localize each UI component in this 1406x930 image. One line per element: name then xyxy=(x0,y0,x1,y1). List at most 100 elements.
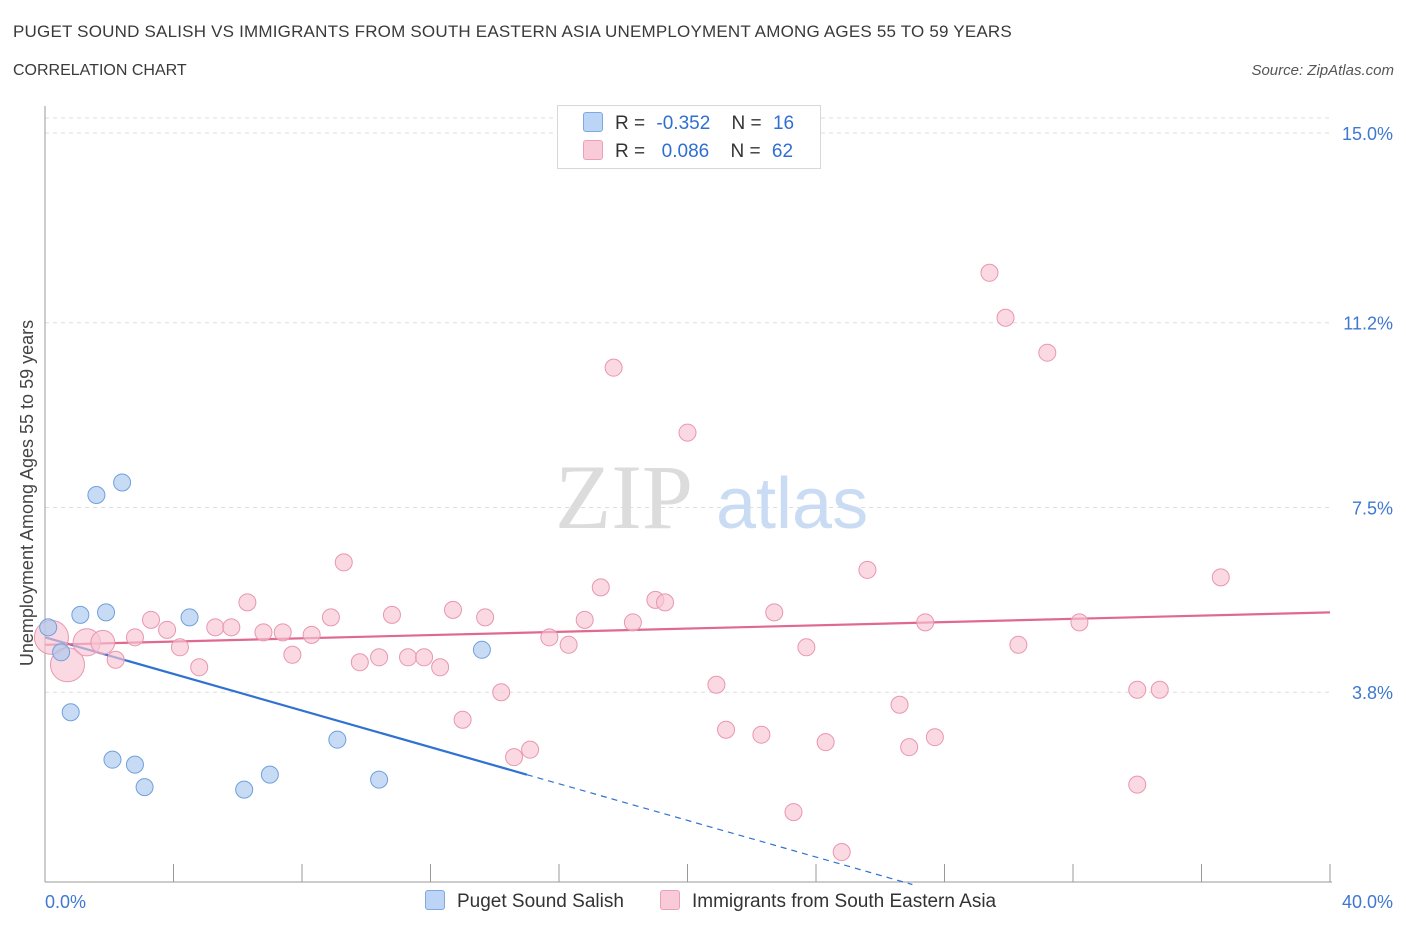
salish-point xyxy=(87,486,106,505)
immigrant-point xyxy=(321,608,340,627)
watermark: ZIP atlas xyxy=(555,446,868,548)
salish-point xyxy=(97,603,116,622)
immigrant-point xyxy=(916,613,935,632)
immigrant-point xyxy=(302,625,321,644)
immigrant-point xyxy=(238,593,257,612)
immigrant-point xyxy=(623,613,642,632)
salish-point xyxy=(328,730,347,749)
series-name: Immigrants from South Eastern Asia xyxy=(692,891,997,912)
salish-point xyxy=(260,765,279,784)
chart-title: PUGET SOUND SALISH VS IMMIGRANTS FROM SO… xyxy=(13,22,1012,41)
immigrant-point xyxy=(350,653,369,672)
immigrant-point xyxy=(382,605,401,624)
y-tick-label: 3.8% xyxy=(1352,683,1393,703)
immigrant-point xyxy=(784,803,803,822)
immigrant-point xyxy=(283,645,302,664)
trend-lines xyxy=(44,611,1331,886)
immigrant-point xyxy=(1038,343,1057,362)
immigrant-point xyxy=(190,658,209,677)
legend-n-value: 62 xyxy=(771,141,794,162)
immigrant-point xyxy=(476,608,495,627)
data-points xyxy=(33,263,1230,862)
immigrant-point xyxy=(521,740,540,759)
legend-r-value: -0.352 xyxy=(656,113,711,134)
immigrant-point xyxy=(591,578,610,597)
legend-swatch-blue xyxy=(583,112,603,132)
x-tick-label: 40.0% xyxy=(1342,892,1393,912)
legend-row-immigrants: R = 0.086 N = 62 xyxy=(583,140,793,163)
legend-n-value: 16 xyxy=(772,113,795,134)
immigrant-point xyxy=(765,603,784,622)
y-tick-labels: 3.8% 7.5% 11.2% 15.0% xyxy=(1342,124,1393,703)
gridlines xyxy=(45,117,1330,693)
immigrant-point xyxy=(505,748,524,767)
source-label: Source: ZipAtlas.com xyxy=(1251,62,1394,79)
immigrant-point xyxy=(431,658,450,677)
immigrant-point xyxy=(832,843,851,862)
immigrant-point xyxy=(540,628,559,647)
immigrant-point xyxy=(158,620,177,639)
legend-n-label: N = xyxy=(730,141,761,162)
salish-point xyxy=(71,605,90,624)
immigrant-point xyxy=(1150,680,1169,699)
immigrant-point xyxy=(717,720,736,739)
immigrant-point xyxy=(142,610,161,629)
immigrant-point xyxy=(453,710,472,729)
immigrant-point xyxy=(90,629,116,655)
immigrant-point xyxy=(415,648,434,667)
immigrant-point xyxy=(575,610,594,629)
legend-r-label: R = xyxy=(615,141,646,162)
immigrant-point xyxy=(980,263,999,282)
salish-point xyxy=(135,778,154,797)
legend-n-label: N = xyxy=(731,113,762,134)
immigrant-point xyxy=(1211,568,1230,587)
immigrant-point xyxy=(752,725,771,744)
immigrant-point xyxy=(334,553,353,572)
salish-point xyxy=(103,750,122,769)
immigrant-point xyxy=(273,623,292,642)
salish-point xyxy=(472,640,491,659)
immigrant-point xyxy=(254,623,273,642)
y-axis-label: Unemployment Among Ages 55 to 59 years xyxy=(17,320,37,666)
immigrant-point xyxy=(816,733,835,752)
x-tick-labels: 0.0% 40.0% xyxy=(45,892,1393,912)
series-swatch-pink xyxy=(660,890,680,910)
immigrant-point xyxy=(900,738,919,757)
immigrant-point xyxy=(492,683,511,702)
immigrant-point xyxy=(106,650,125,669)
salish-trend-line xyxy=(44,636,528,776)
immigrant-point xyxy=(222,618,241,637)
immigrant-point xyxy=(707,675,726,694)
axes xyxy=(44,106,1332,883)
immigrant-point xyxy=(996,308,1015,327)
immigrant-point xyxy=(206,618,225,637)
immigrant-point xyxy=(1128,680,1147,699)
immigrant-point xyxy=(443,600,462,619)
legend-row-salish: R = -0.352 N = 16 xyxy=(583,112,794,135)
salish-point xyxy=(61,703,80,722)
immigrant-point xyxy=(170,638,189,657)
legend-r-label: R = xyxy=(615,113,646,134)
immigrant-point xyxy=(678,423,697,442)
salish-point xyxy=(113,473,132,492)
y-tick-label: 11.2% xyxy=(1343,314,1393,334)
salish-point xyxy=(235,780,254,799)
x-tick-label: 0.0% xyxy=(45,892,86,912)
salish-trend-extension xyxy=(526,774,913,886)
series-swatch-blue xyxy=(425,890,445,910)
salish-point xyxy=(125,755,144,774)
y-tick-label: 7.5% xyxy=(1352,498,1393,518)
immigrant-point xyxy=(1070,613,1089,632)
immigrant-point xyxy=(1009,635,1028,654)
salish-point xyxy=(370,770,389,789)
immigrant-point xyxy=(858,560,877,579)
immigrant-point xyxy=(125,628,144,647)
series-name: Puget Sound Salish xyxy=(457,891,624,912)
legend-r-value: 0.086 xyxy=(656,141,710,162)
immigrant-point xyxy=(656,593,675,612)
series-legend-immigrants: Immigrants from South Eastern Asia xyxy=(660,890,996,913)
immigrant-point xyxy=(604,358,623,377)
immigrant-point xyxy=(399,648,418,667)
immigrant-point xyxy=(797,638,816,657)
salish-point xyxy=(39,618,58,637)
